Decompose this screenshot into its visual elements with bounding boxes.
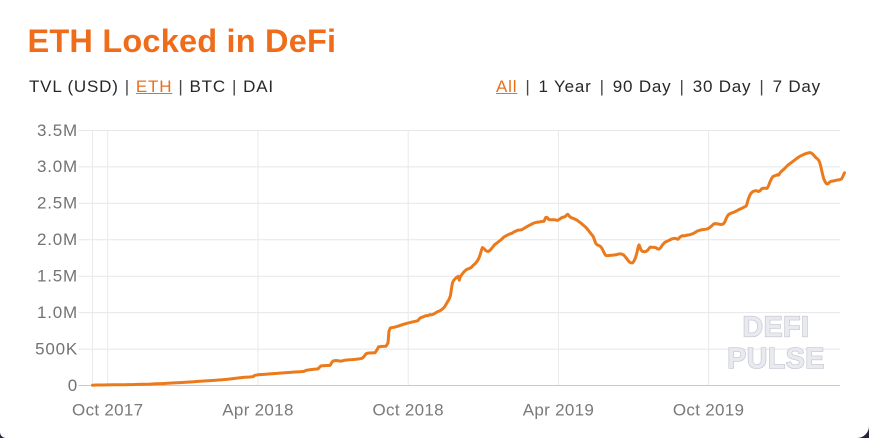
svg-text:Oct 2018: Oct 2018: [373, 401, 444, 420]
svg-text:0: 0: [68, 376, 78, 395]
svg-text:DEFI: DEFI: [743, 311, 810, 343]
svg-text:3.0M: 3.0M: [37, 157, 78, 176]
svg-text:Oct 2017: Oct 2017: [72, 401, 143, 420]
svg-text:3.5M: 3.5M: [37, 121, 78, 140]
svg-text:1.0M: 1.0M: [37, 303, 78, 322]
svg-text:1.5M: 1.5M: [37, 267, 78, 286]
svg-text:PULSE: PULSE: [727, 343, 825, 375]
svg-text:500K: 500K: [35, 339, 78, 358]
svg-text:Apr 2019: Apr 2019: [523, 401, 594, 420]
svg-text:Apr 2018: Apr 2018: [222, 401, 293, 420]
svg-text:2.5M: 2.5M: [37, 194, 78, 213]
svg-text:Oct 2019: Oct 2019: [673, 401, 744, 420]
svg-text:2.0M: 2.0M: [37, 230, 78, 249]
